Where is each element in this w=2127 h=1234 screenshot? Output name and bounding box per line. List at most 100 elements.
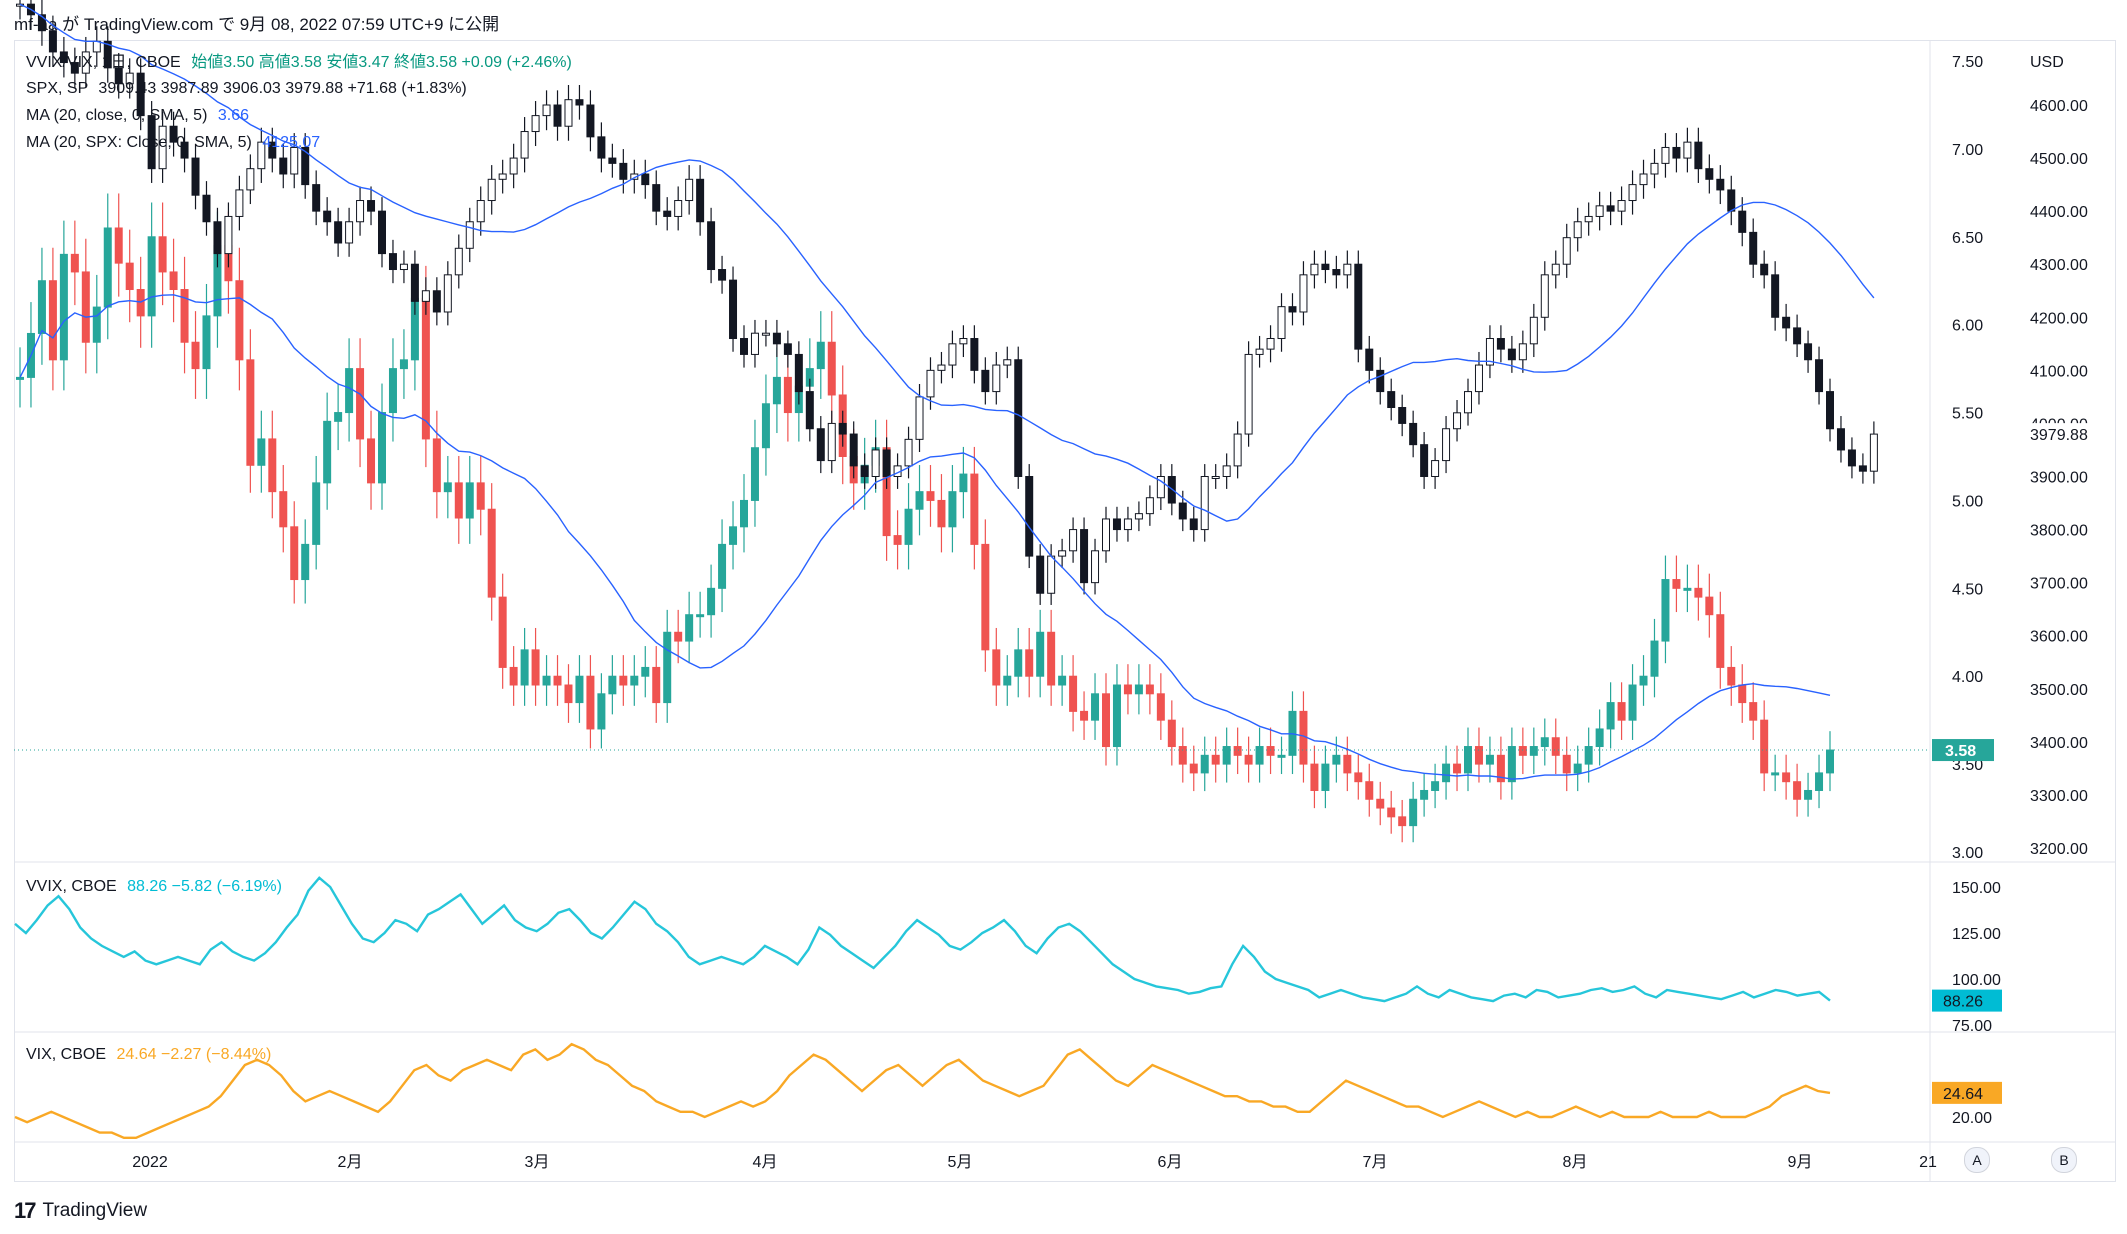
spx-candle xyxy=(915,396,924,440)
vvix-vix-candle xyxy=(1091,693,1100,721)
legend-vix[interactable]: VIX, CBOE 24.64 −2.27 (−8.44%) xyxy=(26,1045,271,1065)
vvix-vix-candle xyxy=(761,403,770,449)
spx-candle xyxy=(224,215,233,255)
spx-candle xyxy=(586,104,595,138)
vvix-vix-candle xyxy=(1025,649,1034,677)
spx-candle xyxy=(1529,316,1538,345)
vvix-vix-candle xyxy=(696,614,705,618)
legend-vvix-title: VVIX, CBOE xyxy=(26,878,117,895)
spx-candle xyxy=(103,40,112,69)
spx-candle xyxy=(564,99,573,127)
legend-spx-title: SPX, SP xyxy=(26,80,88,97)
legend-vix-title: VIX, CBOE xyxy=(26,1046,107,1063)
spx-candle xyxy=(1782,316,1791,329)
b-button[interactable]: B xyxy=(2051,1147,2077,1173)
spx-candle xyxy=(235,189,244,217)
legend-spx[interactable]: SPX, SP 3909.43 3987.89 3906.03 3979.88 … xyxy=(26,79,467,99)
spx-candle xyxy=(1595,205,1604,217)
legend-ma1[interactable]: MA (20, close, 0, SMA, 5) 3.66 xyxy=(26,106,249,126)
vvix-vix-candle xyxy=(498,596,507,668)
vvix-vix-candle xyxy=(465,482,474,519)
vix-axis-tick: 20.00 xyxy=(1952,1110,1992,1127)
spx-candle xyxy=(443,274,452,313)
spx-candle xyxy=(1102,518,1110,552)
vvix-vix-candle xyxy=(399,359,408,370)
spx-candle xyxy=(92,40,101,53)
spx-candle xyxy=(1145,497,1154,515)
vvix-vix-candle xyxy=(169,271,178,291)
left-axis-tick: 6.50 xyxy=(1952,230,1983,247)
vvix-vix-candle xyxy=(1398,816,1407,827)
spx-candle xyxy=(652,184,661,212)
vvix-vix-candle xyxy=(904,508,913,545)
right-axis-tick: 4100.00 xyxy=(2030,363,2088,380)
vvix-vix-candle xyxy=(729,526,738,545)
spx-candle xyxy=(1815,359,1824,393)
currency-unit-label: USD xyxy=(2030,54,2064,71)
spx-candle xyxy=(1869,433,1878,472)
spx-candle xyxy=(1485,338,1494,366)
spx-candle xyxy=(1617,200,1626,212)
vvix-vix-candle xyxy=(586,675,595,730)
spx-candle xyxy=(1540,274,1549,318)
vvix-vix-candle xyxy=(202,315,211,370)
spx-candle xyxy=(674,200,683,217)
last-price-label: 3.58 xyxy=(1945,743,1976,760)
vvix-vix-candle xyxy=(70,253,79,273)
vvix-vix-candle xyxy=(1826,749,1834,774)
spx-candle xyxy=(981,369,990,393)
spx-candle xyxy=(1716,178,1725,191)
spx-candle xyxy=(871,449,880,478)
vvix-vix-candle xyxy=(1804,789,1813,800)
spx-candle xyxy=(312,184,321,212)
spx-candle xyxy=(1025,476,1034,557)
vvix-vix-candle xyxy=(16,376,24,380)
vvix-vix-candle xyxy=(421,297,430,440)
spx-candle xyxy=(421,290,430,302)
spx-candle xyxy=(279,157,288,175)
legend-vvix[interactable]: VVIX, CBOE 88.26 −5.82 (−6.19%) xyxy=(26,877,282,897)
vvix-vix-candle xyxy=(1661,579,1670,642)
spx-candle xyxy=(838,422,847,435)
legend-ma2[interactable]: MA (20, SPX: Close, 0, SMA, 5) 4125.07 xyxy=(26,133,320,153)
vvix-vix-candle xyxy=(1080,710,1089,721)
spx-candle xyxy=(1321,263,1330,271)
spx-candle xyxy=(1211,476,1220,479)
spx-candle xyxy=(70,62,79,74)
vvix-vix-candle xyxy=(1442,763,1451,783)
vvix-vix-candle xyxy=(1540,737,1549,748)
spx-candle xyxy=(1058,550,1067,557)
spx-candle xyxy=(1727,189,1736,212)
auto-scale-button[interactable]: A xyxy=(1964,1147,1990,1173)
right-axis-tick: 3400.00 xyxy=(2030,735,2088,752)
vvix-vix-candle xyxy=(1639,675,1648,686)
spx-candle xyxy=(388,253,397,271)
vix-last-badge xyxy=(1932,1081,2002,1104)
footer: 17 TradingView xyxy=(14,1198,147,1224)
vvix-vix-candle xyxy=(432,438,441,493)
right-axis-tick: 3300.00 xyxy=(2030,788,2088,805)
spx-candle xyxy=(783,343,792,355)
right-axis-tick: 4400.00 xyxy=(2030,204,2088,221)
spx-candle xyxy=(1650,162,1659,175)
vvix-vix-candle xyxy=(827,341,836,396)
footer-brand: TradingView xyxy=(42,1200,148,1221)
vvix-vix-candle xyxy=(378,412,386,484)
left-axis-tick: 3.00 xyxy=(1952,845,1983,862)
spx-candle xyxy=(1738,210,1747,233)
legend-main[interactable]: VVIX/VIX, 1日, CBOE 始値3.50 高値3.58 安値3.47 … xyxy=(26,53,572,73)
vvix-vix-candle xyxy=(1628,684,1637,721)
vvix-vix-candle xyxy=(1485,754,1494,765)
spx-candle xyxy=(1003,359,1012,366)
spx-candle xyxy=(1156,476,1165,499)
right-axis-tick: 3800.00 xyxy=(2030,523,2088,540)
vvix-vix-candle xyxy=(1431,781,1440,791)
chart-frame xyxy=(14,40,2116,1182)
vvix-vix-candle xyxy=(1672,579,1681,589)
spx-candle xyxy=(531,115,540,133)
right-axis-tick: 4600.00 xyxy=(2030,98,2088,115)
vvix-vix-candle xyxy=(707,587,716,616)
vvix-line xyxy=(14,876,1831,1003)
vvix-vix-candle xyxy=(1617,702,1626,721)
